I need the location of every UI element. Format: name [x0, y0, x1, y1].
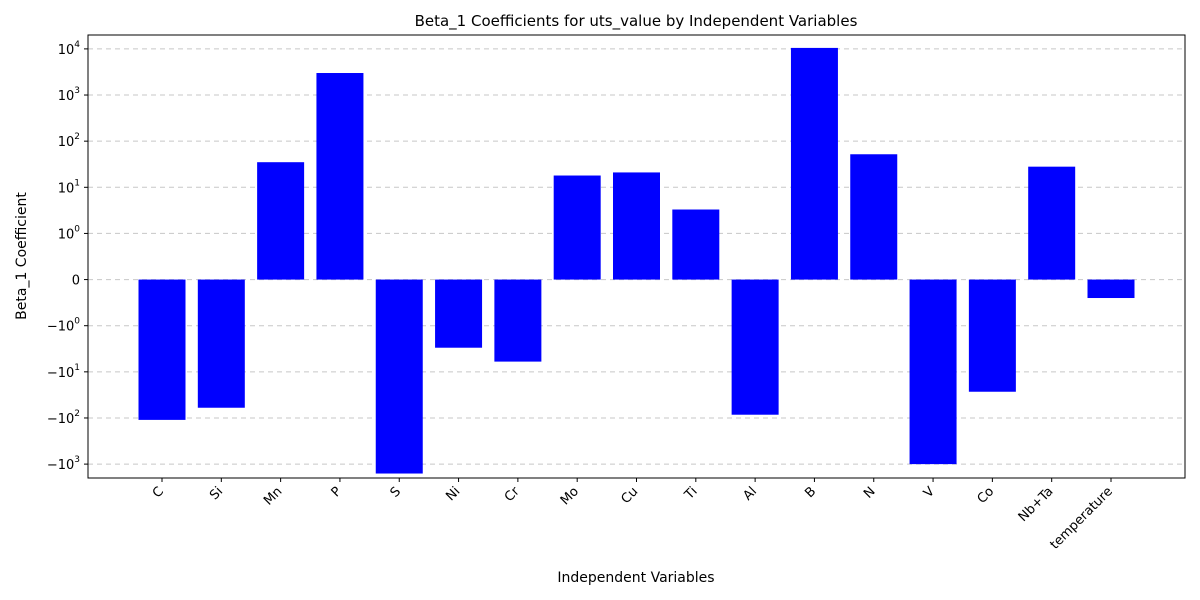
bar-n	[850, 154, 898, 280]
y-tick-label: 0	[72, 274, 80, 289]
x-tick-label: Cr	[502, 484, 523, 505]
bar-co	[968, 279, 1016, 392]
bar-temperature	[1087, 279, 1135, 299]
x-tick-label: Mo	[558, 484, 582, 508]
bar-ni	[435, 279, 483, 348]
x-tick-label: Ni	[443, 484, 463, 504]
x-tick-label: Nb+Ta	[1016, 484, 1057, 525]
x-tick-label: Mn	[261, 484, 285, 508]
y-tick-label: −100	[47, 317, 80, 335]
x-tick-label: temperature	[1047, 484, 1115, 552]
x-tick-label: Cu	[618, 484, 641, 507]
x-tick-label: Ti	[681, 484, 700, 503]
x-tick-label: Al	[740, 484, 759, 503]
bar-s	[375, 279, 423, 474]
bar-ti	[672, 209, 720, 280]
x-tick-label: C	[150, 484, 167, 501]
x-tick-label: N	[861, 484, 878, 501]
x-tick-label: Co	[975, 484, 998, 507]
x-tick-label: V	[921, 484, 938, 501]
x-tick-label: P	[329, 484, 345, 500]
bar-b	[790, 47, 838, 280]
bar-al	[731, 279, 779, 415]
bar-cr	[494, 279, 542, 362]
bar-c	[138, 279, 186, 420]
x-axis-label: Independent Variables	[557, 570, 714, 586]
x-tick-label: S	[388, 484, 404, 500]
bar-p	[316, 73, 364, 280]
bar-v	[909, 279, 957, 465]
y-axis-label: Beta_1 Coefficient	[14, 192, 30, 320]
y-tick-label: 103	[58, 86, 80, 104]
y-tick-label: 104	[58, 40, 81, 58]
bar-cu	[613, 172, 660, 280]
y-axis-ticks: 104 103 102 101 100 0 −100 −101 −102 −103	[47, 40, 88, 473]
y-tick-label: −102	[47, 409, 80, 427]
bar-si	[197, 279, 245, 408]
bars	[138, 47, 1135, 474]
y-tick-label: 101	[58, 178, 80, 196]
y-tick-label: 102	[58, 132, 80, 150]
x-tick-label: B	[802, 484, 819, 501]
x-tick-label: Si	[207, 484, 226, 503]
bar-nb-ta	[1028, 166, 1076, 280]
chart-title: Beta_1 Coefficients for uts_value by Ind…	[415, 12, 858, 31]
bar-mn	[257, 162, 305, 280]
bar-mo	[553, 175, 601, 280]
y-tick-label: −103	[47, 455, 80, 473]
y-tick-label: 100	[58, 224, 81, 242]
y-tick-label: −101	[47, 363, 80, 381]
